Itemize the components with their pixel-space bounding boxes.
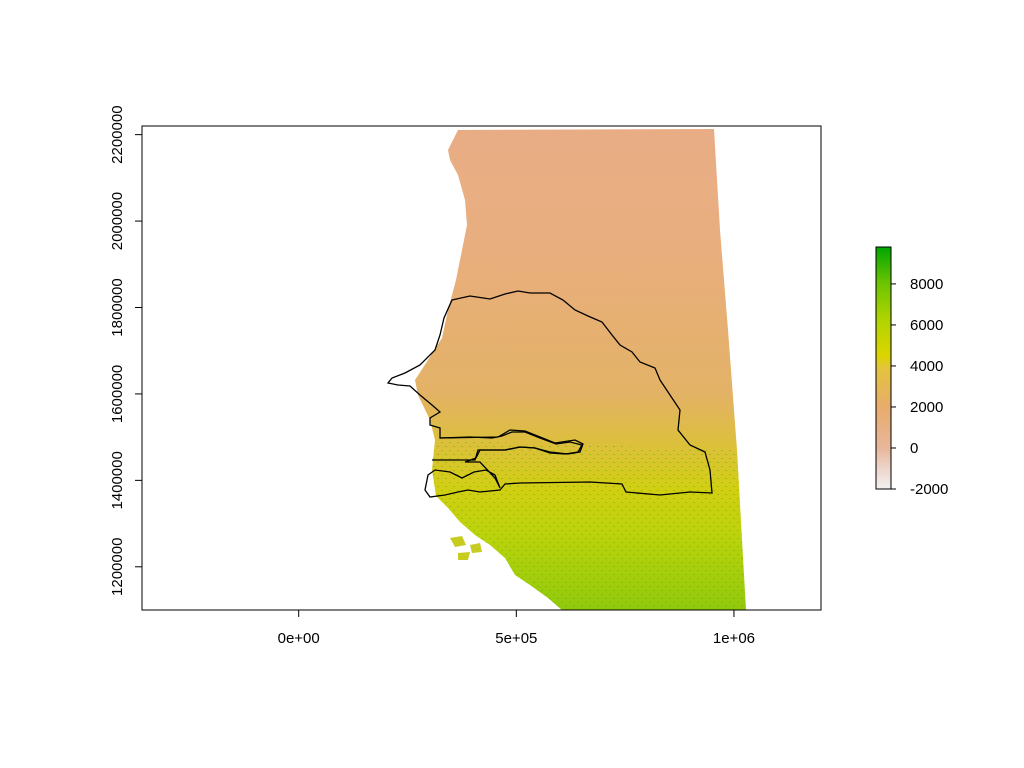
x-tick-label: 5e+05	[495, 630, 537, 647]
y-tick-label: 1200000	[109, 538, 126, 596]
legend-ticks: -2000 0 2000 4000 6000 8000	[891, 276, 948, 498]
legend-tick-label: -2000	[910, 481, 948, 498]
x-axis: 0e+00 5e+05 1e+06	[278, 610, 755, 647]
legend-tick-label: 0	[910, 440, 918, 457]
y-tick-label: 1400000	[109, 451, 126, 509]
legend-tick-label: 6000	[910, 317, 943, 334]
country-border	[386, 290, 713, 498]
color-legend: -2000 0 2000 4000 6000 8000	[875, 246, 948, 498]
x-tick-label: 1e+06	[713, 630, 755, 647]
y-tick-label: 1800000	[109, 278, 126, 336]
y-tick-label: 2000000	[109, 192, 126, 250]
gambia-border	[432, 429, 584, 461]
y-tick-label: 2200000	[109, 105, 126, 163]
legend-tick-label: 2000	[910, 399, 943, 416]
plot-frame	[141, 125, 822, 611]
raster-islands	[450, 536, 482, 560]
y-tick-label: 1600000	[109, 365, 126, 423]
legend-tick-label: 4000	[910, 358, 943, 375]
legend-colorbar	[875, 246, 892, 490]
legend-tick-label: 8000	[910, 276, 943, 293]
x-tick-label: 0e+00	[278, 630, 320, 647]
raster-layer	[415, 129, 746, 610]
raster-texture	[432, 440, 746, 610]
y-axis: 1200000 1400000 1600000 1800000 2000000 22000…	[109, 105, 142, 596]
